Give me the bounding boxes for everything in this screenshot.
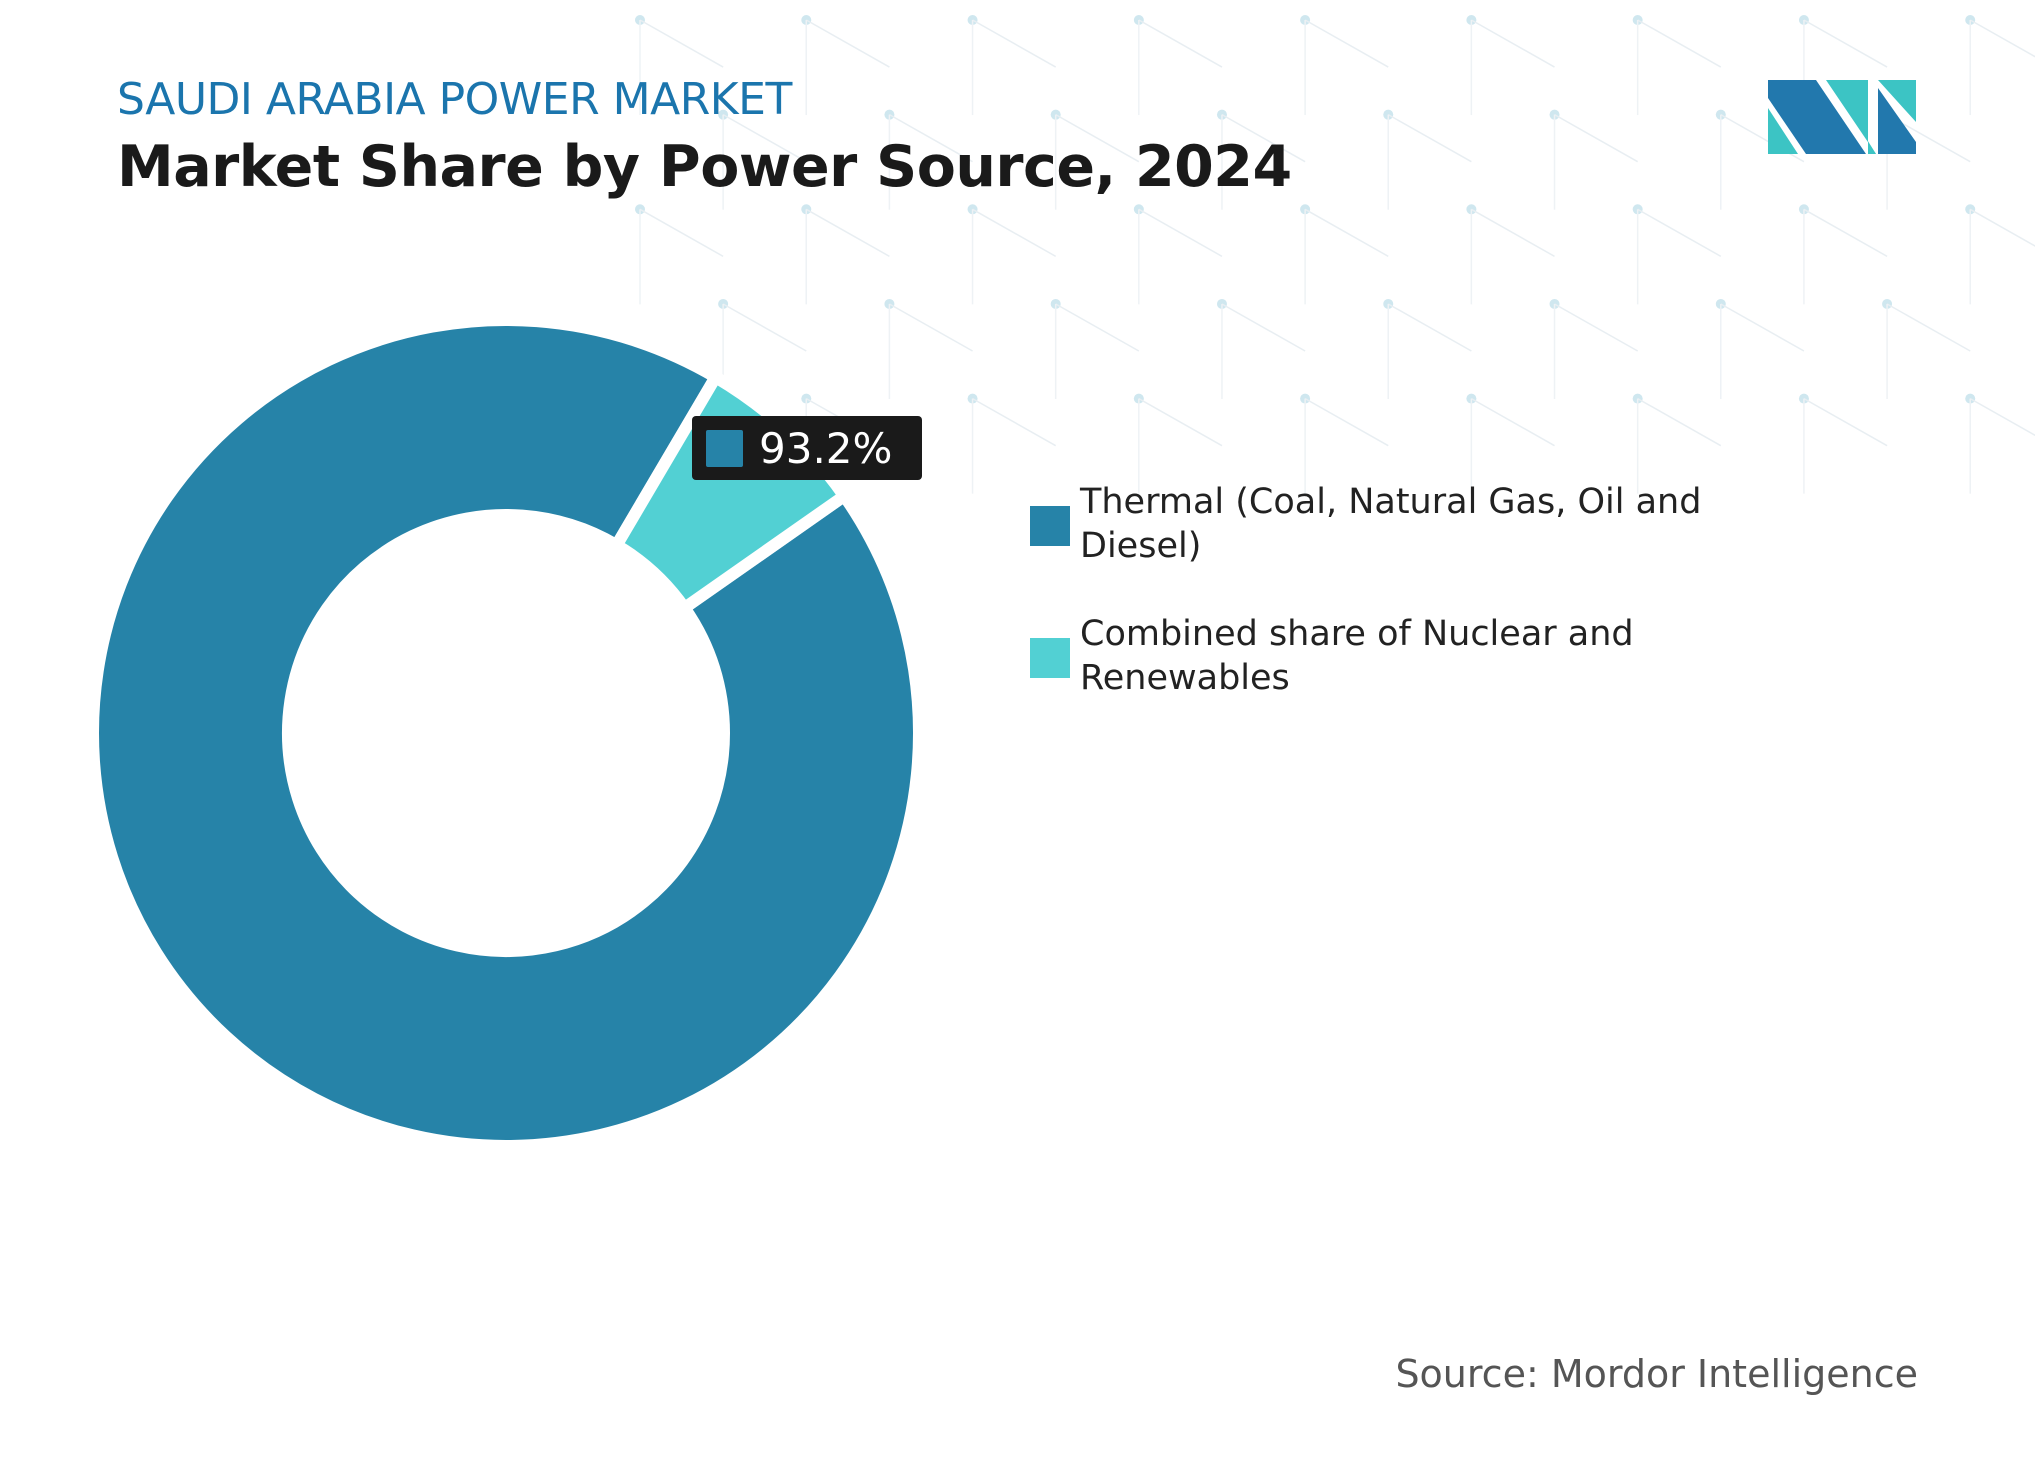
pattern-line [1055, 114, 1140, 163]
pattern-line [1387, 303, 1472, 352]
legend-item-thermal[interactable]: Thermal (Coal, Natural Gas, Oil and Dies… [1030, 480, 1710, 568]
pattern-line [1803, 19, 1888, 68]
tooltip-swatch [706, 429, 743, 467]
pattern-line [639, 19, 724, 68]
pattern-line [889, 114, 973, 163]
pattern-line [1803, 397, 1888, 447]
legend-label: Thermal (Coal, Natural Gas, Oil and Dies… [1080, 482, 1702, 566]
tooltip-value: 93.2% [759, 423, 893, 473]
pattern-line [1471, 397, 1555, 447]
pattern-line [1138, 208, 1223, 258]
source-note: Source: Mordor Intelligence [1395, 1352, 1918, 1396]
pattern-line [805, 19, 890, 68]
donut-slice-0[interactable] [87, 314, 925, 1152]
pattern-line [805, 208, 890, 258]
pattern-line [1055, 303, 1140, 352]
pattern-line [1471, 19, 1555, 68]
pattern-line [1969, 397, 2035, 437]
mordor-logo [1768, 80, 1916, 154]
pattern-line [1886, 303, 1971, 352]
pattern-line [972, 397, 1057, 447]
pattern-line [1387, 114, 1472, 163]
pattern-line [889, 303, 973, 352]
pattern-line [972, 19, 1057, 68]
legend-label: Combined share of Nuclear and Renewables [1080, 614, 1634, 698]
pattern-line [1471, 208, 1555, 258]
pattern-line [1969, 208, 2035, 247]
pattern-line [1138, 397, 1223, 447]
pattern-line [1554, 303, 1639, 352]
pattern-line [639, 208, 724, 258]
pattern-line [1554, 114, 1639, 163]
pattern-line [722, 303, 807, 352]
pattern-line [1720, 303, 1805, 352]
pattern-line [1304, 208, 1389, 258]
tooltip: 93.2% [692, 416, 922, 480]
pattern-line [1969, 19, 2035, 58]
pattern-line [1304, 19, 1389, 68]
legend-item-nuclear-renewables[interactable]: Combined share of Nuclear and Renewables [1030, 612, 1710, 700]
pattern-line [1637, 397, 1722, 447]
legend-swatch [1030, 506, 1070, 546]
pattern-line [1637, 19, 1722, 68]
pattern-line [1221, 303, 1306, 352]
pattern-line [1138, 19, 1223, 68]
pattern-line [972, 208, 1057, 258]
chart-subtitle: SAUDI ARABIA POWER MARKET [117, 74, 792, 125]
pattern-line [1304, 397, 1389, 447]
pattern-line [1637, 208, 1722, 258]
pattern-line [722, 114, 807, 163]
pattern-line [1803, 208, 1888, 258]
chart-title: Market Share by Power Source, 2024 [117, 134, 1292, 200]
legend: Thermal (Coal, Natural Gas, Oil and Dies… [1030, 480, 1710, 744]
pattern-line [1221, 114, 1306, 163]
legend-swatch [1030, 638, 1070, 678]
